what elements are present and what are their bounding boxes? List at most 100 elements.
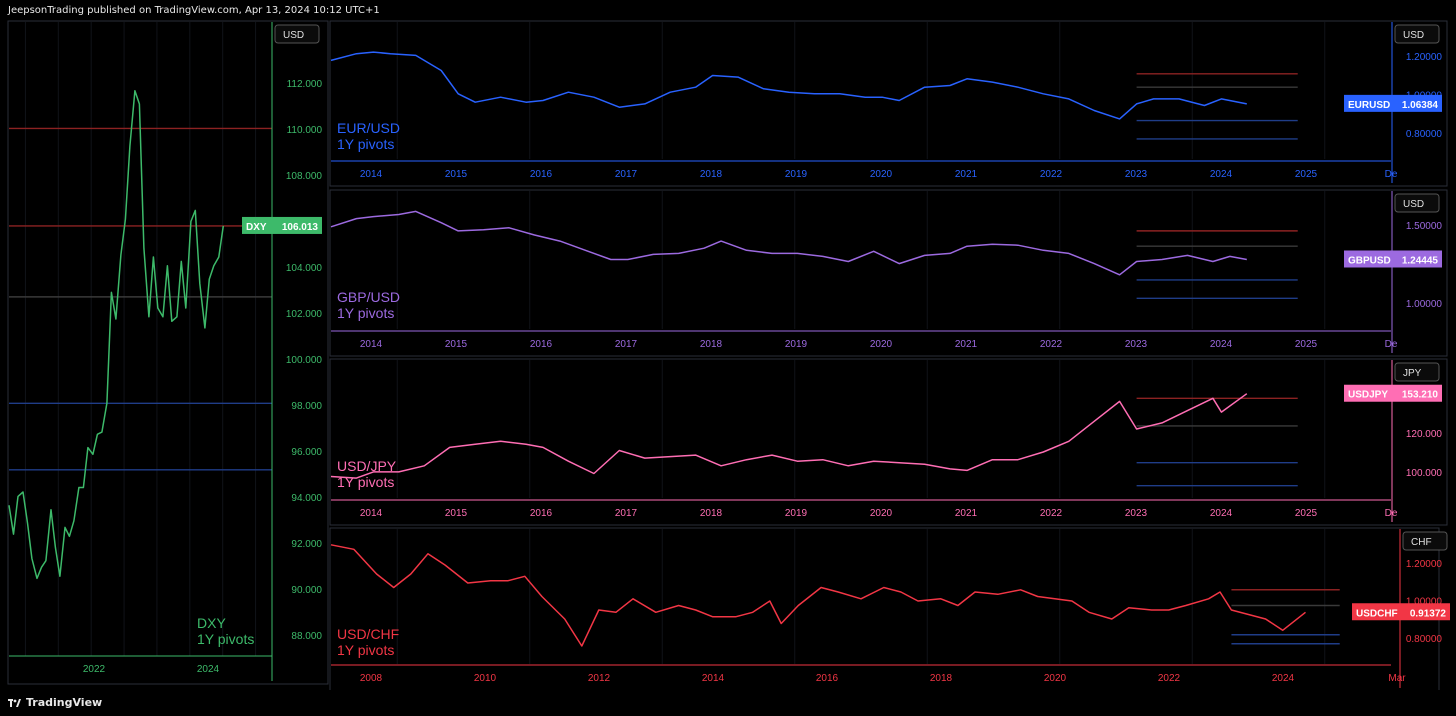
x-tick-label: 2022	[1040, 508, 1063, 519]
last-value-symbol: EURUSD	[1348, 100, 1390, 111]
y-tick-label: 100.000	[286, 355, 323, 366]
last-value-badge	[1352, 603, 1450, 621]
currency-badge[interactable]	[274, 24, 320, 44]
x-tick-label: 2022	[83, 664, 106, 675]
last-value-badge	[242, 216, 322, 234]
pair-label: 1Y pivots	[337, 474, 394, 490]
x-tick-label: 2017	[615, 339, 638, 350]
x-tick-label: 2025	[1295, 339, 1318, 350]
panel-frame	[329, 189, 1448, 357]
x-tick-label: 2018	[700, 339, 723, 350]
y-tick-label: 100.000	[1406, 468, 1443, 479]
x-tick-label: 2020	[1044, 673, 1067, 684]
chart-panel-usdjpy: 125.000120.000100.000JPYUSDJPY153.210201…	[329, 358, 1448, 526]
last-value-price: 1.24445	[1402, 255, 1439, 266]
y-tick-label: 1.50000	[1406, 221, 1443, 232]
x-tick-label: 2019	[785, 169, 808, 180]
x-tick-label: 2024	[197, 664, 220, 675]
chart-panel-eurusd: 1.200001.000000.80000USDEURUSD1.06384201…	[329, 20, 1448, 187]
x-tick-label: 2010	[474, 673, 497, 684]
y-tick-label: 110.000	[287, 125, 323, 136]
panel-frame	[329, 527, 1440, 690]
x-tick-label: 2024	[1210, 339, 1233, 350]
panel-frame	[329, 20, 1448, 187]
pair-label: 1Y pivots	[337, 305, 394, 321]
y-tick-label: 1.20000	[1406, 52, 1443, 63]
x-tick-label: 2023	[1125, 508, 1148, 519]
y-tick-label: 98.000	[291, 401, 322, 412]
currency-badge[interactable]	[1394, 193, 1440, 213]
last-value-price: 1.06384	[1402, 100, 1439, 111]
pair-label: 1Y pivots	[197, 631, 254, 647]
series-line-eurusd	[330, 51, 1247, 120]
y-tick-label: 0.80000	[1406, 129, 1443, 140]
currency-badge[interactable]	[1394, 24, 1440, 44]
y-tick-label: 108.000	[286, 171, 323, 182]
pair-label: EUR/USD	[337, 120, 400, 136]
chart-panel-gbpusd: 1.50000 1.00000 USD GBPUSD 1.24445 2014 2015 20…	[329, 189, 1448, 357]
x-tick-label: 2021	[955, 339, 978, 350]
charts-canvas: 112.000110.000108.000106.000104.000102.0…	[7, 20, 1450, 690]
series-line-usdchf	[330, 544, 1306, 647]
currency-badge-label[interactable]: USD	[283, 30, 304, 41]
x-tick-label: 2016	[530, 508, 553, 519]
x-tick-label: 2015	[445, 169, 468, 180]
currency-badge[interactable]	[1394, 362, 1440, 382]
x-tick-label: De	[1385, 508, 1398, 519]
currency-badge-label[interactable]: USD	[1403, 199, 1424, 210]
x-tick-label: 2016	[530, 169, 553, 180]
y-tick-label: 96.000	[291, 447, 322, 458]
chart-panel-dxy: 112.000110.000108.000106.000104.000102.0…	[7, 20, 329, 685]
x-tick-label: 2014	[360, 508, 383, 519]
x-tick-label: 2022	[1158, 673, 1181, 684]
y-tick-label: 94.000	[291, 493, 322, 504]
currency-badge-label[interactable]: USD	[1403, 30, 1424, 41]
footer: TradingView	[0, 690, 1456, 716]
x-tick-label: 2012	[588, 673, 611, 684]
series-line-gbpusd	[330, 210, 1247, 276]
x-tick-label: 2014	[360, 169, 383, 180]
y-tick-label: 1.20000	[1406, 559, 1443, 570]
last-value-symbol: USDCHF	[1356, 608, 1398, 619]
pair-label: USD/CHF	[337, 626, 399, 642]
x-tick-label: 2014	[702, 673, 725, 684]
x-tick-label: 2023	[1125, 339, 1148, 350]
last-value-symbol: GBPUSD	[1348, 255, 1391, 266]
x-tick-label: 2025	[1295, 508, 1318, 519]
series-line-usdjpy	[330, 393, 1248, 479]
last-value-badge	[1344, 94, 1442, 112]
x-tick-label: 2020	[870, 508, 893, 519]
publish-header: JeepsonTrading published on TradingView.…	[0, 0, 1456, 20]
x-tick-label: 2017	[615, 169, 638, 180]
y-tick-label: 120.000	[1406, 429, 1443, 440]
last-value-badge	[1344, 250, 1442, 268]
x-tick-label: De	[1385, 339, 1398, 350]
currency-badge-label[interactable]: JPY	[1403, 368, 1422, 379]
y-tick-label: 88.000	[291, 631, 322, 642]
last-value-badge	[1344, 384, 1442, 402]
x-tick-label: 2016	[816, 673, 839, 684]
y-tick-label: 104.000	[286, 263, 323, 274]
series-line-dxy	[8, 89, 225, 580]
currency-badge-label[interactable]: CHF	[1411, 537, 1432, 548]
pair-label: DXY	[197, 615, 226, 631]
x-tick-label: 2024	[1210, 508, 1233, 519]
x-tick-label: 2019	[785, 508, 808, 519]
x-tick-label: 2022	[1040, 169, 1063, 180]
x-tick-label: 2015	[445, 508, 468, 519]
x-tick-label: 2021	[955, 508, 978, 519]
y-tick-label: 1.00000	[1406, 299, 1443, 310]
footer-brand: TradingView	[26, 696, 103, 709]
x-tick-label: 2022	[1040, 339, 1063, 350]
x-tick-label: 2025	[1295, 169, 1318, 180]
x-tick-label: 2015	[445, 339, 468, 350]
last-value-price: 0.91372	[1410, 608, 1447, 619]
x-tick-label: 2014	[360, 339, 383, 350]
publisher-line: JeepsonTrading published on TradingView.…	[8, 5, 380, 16]
y-tick-label: 0.80000	[1406, 634, 1443, 645]
y-tick-label: 1.00000	[1406, 597, 1443, 608]
panel-frame	[7, 20, 329, 685]
y-tick-label: 90.000	[291, 585, 322, 596]
x-tick-label: 2019	[785, 339, 808, 350]
currency-badge[interactable]	[1402, 531, 1448, 551]
